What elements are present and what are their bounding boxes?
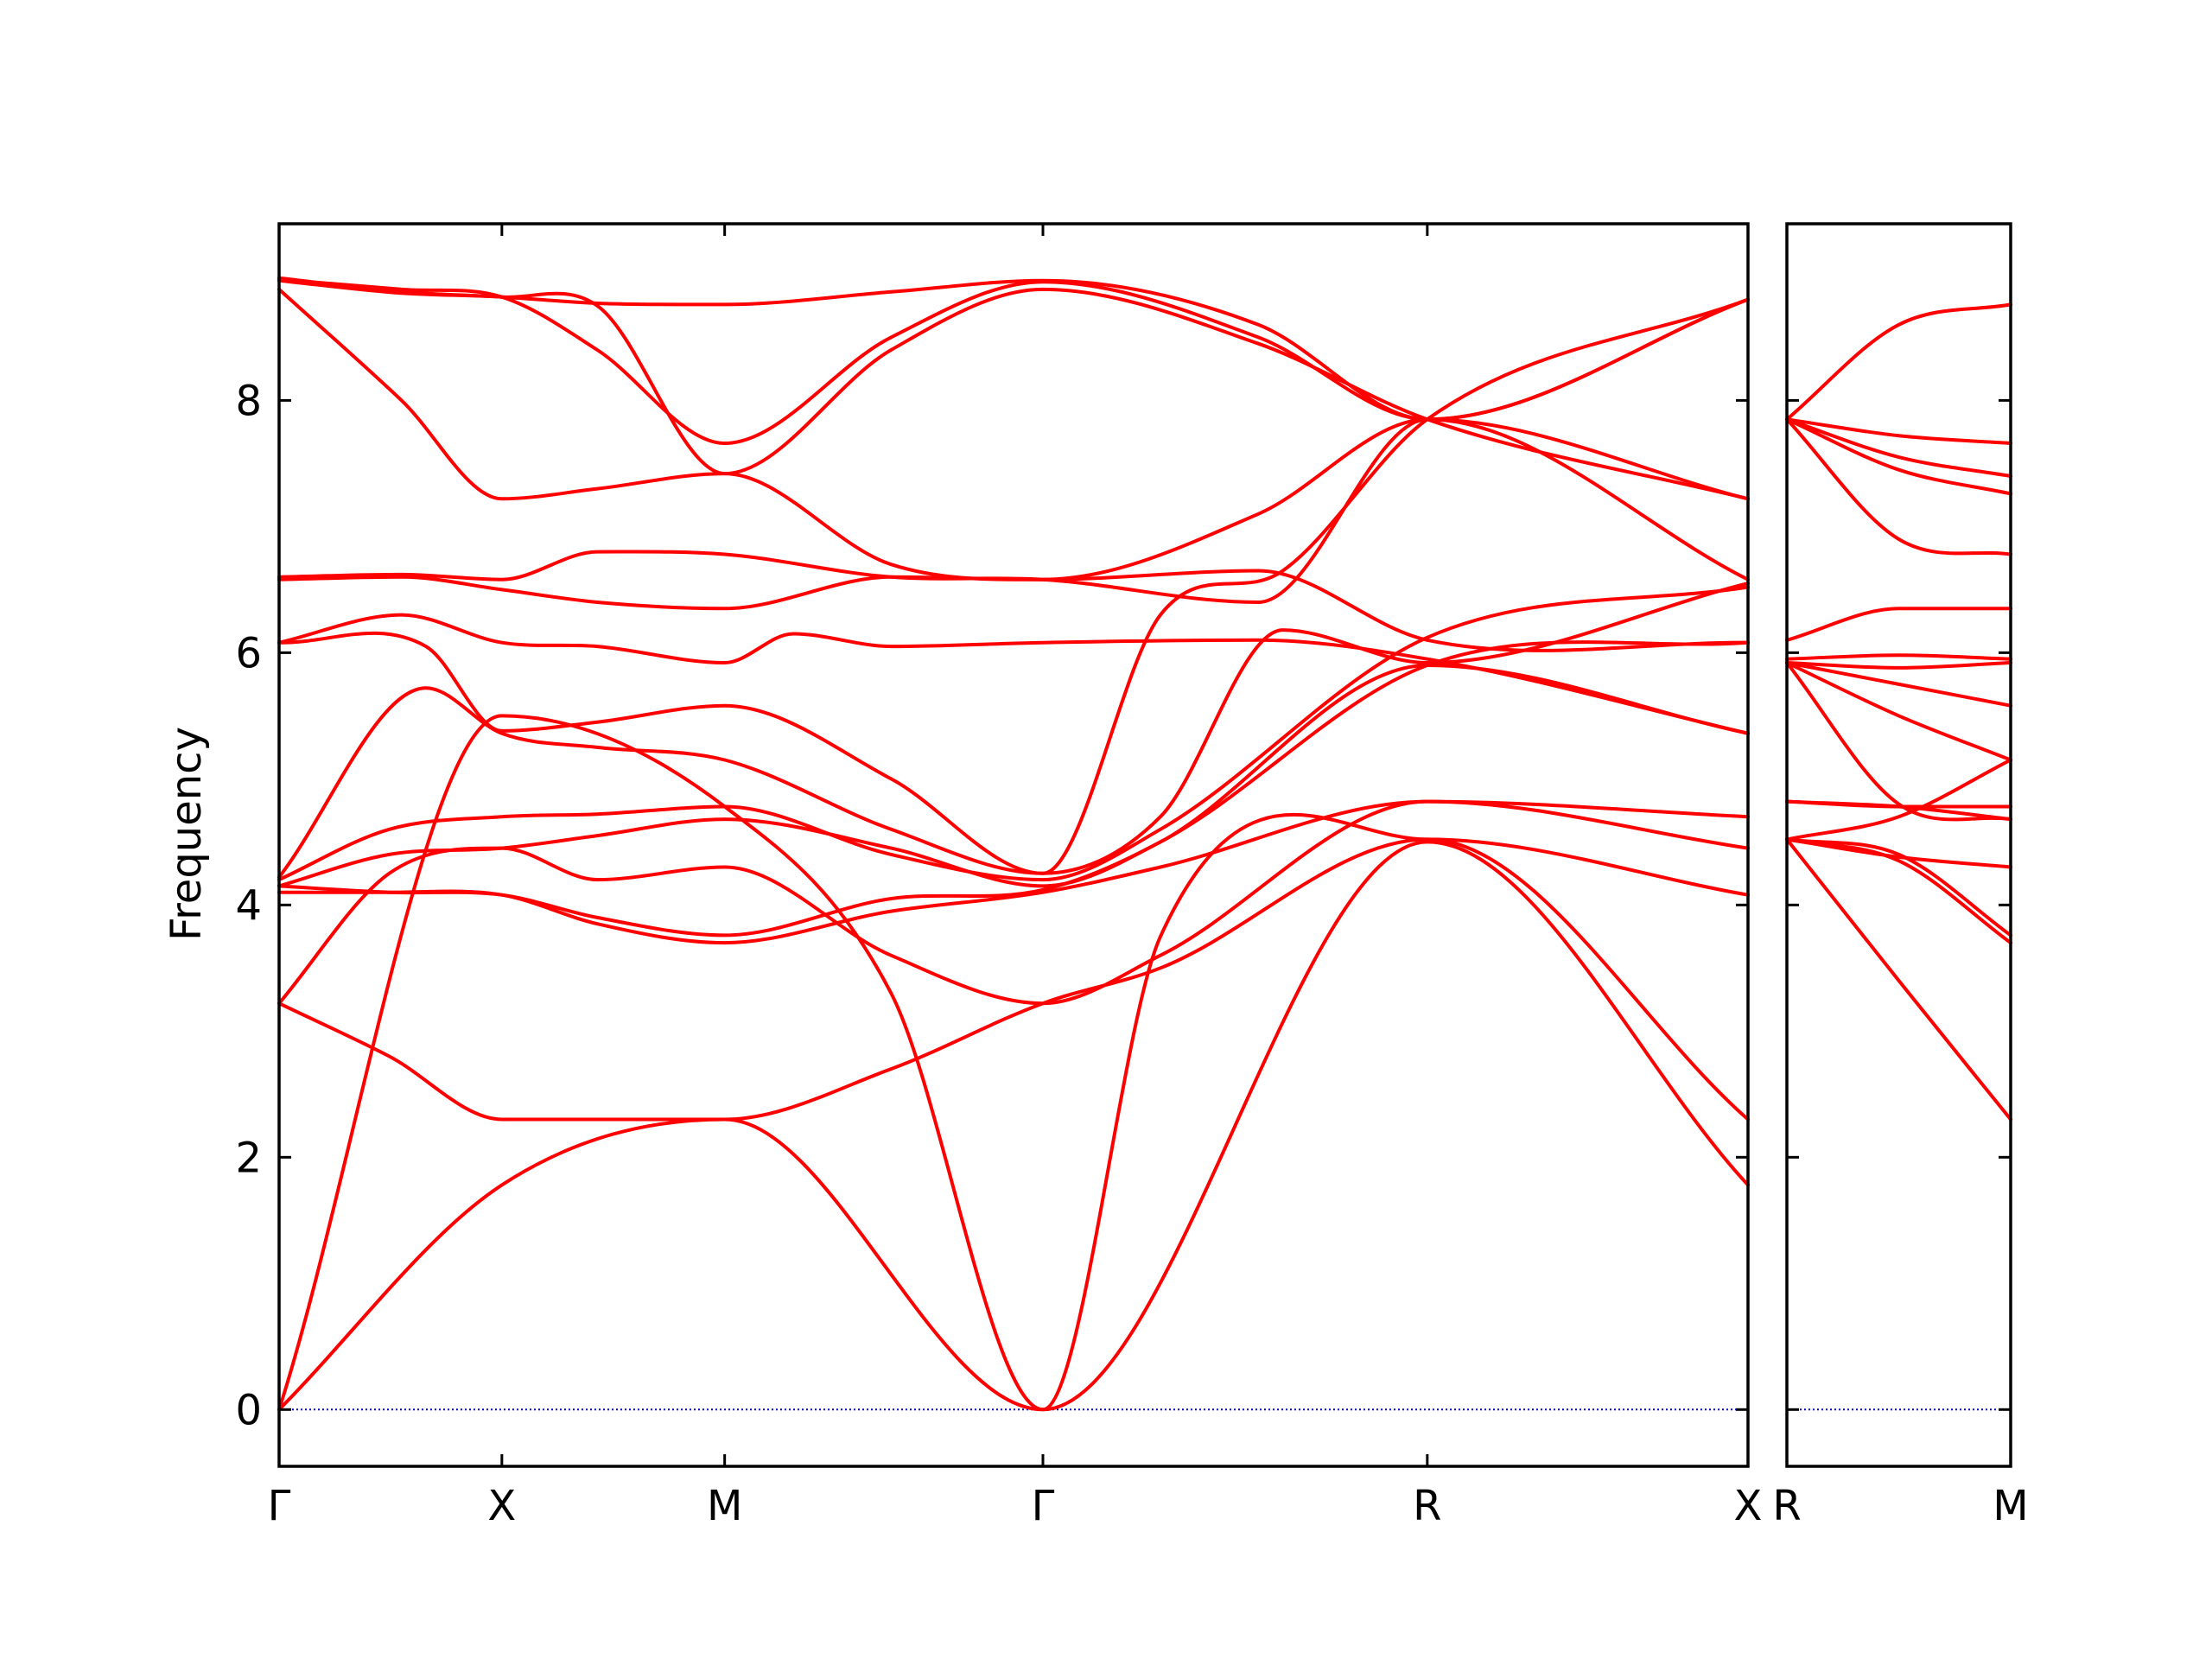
band-line bbox=[1785, 799, 2012, 809]
band-line bbox=[1785, 417, 2012, 556]
band-line bbox=[277, 840, 1750, 1412]
band-line bbox=[1785, 661, 2012, 670]
band-line bbox=[1785, 837, 2012, 869]
band-line bbox=[277, 276, 1750, 422]
y-tick-label: 4 bbox=[235, 881, 262, 930]
band-line bbox=[277, 837, 1750, 1122]
x-tick-label: Γ bbox=[1032, 1482, 1055, 1530]
y-tick-label: 0 bbox=[235, 1386, 262, 1434]
band-line bbox=[277, 278, 1750, 501]
y-tick-label: 8 bbox=[235, 377, 262, 425]
y-tick-label: 2 bbox=[235, 1134, 262, 1182]
band-line bbox=[277, 585, 1750, 882]
band-line bbox=[1785, 417, 2012, 445]
band-line bbox=[277, 569, 1750, 652]
x-tick-label: R bbox=[1413, 1482, 1441, 1530]
band-line bbox=[1785, 837, 2012, 1122]
band-line bbox=[1785, 661, 2012, 708]
band-line bbox=[277, 640, 1750, 888]
plot-frame bbox=[1785, 222, 2012, 1468]
x-tick-label: X bbox=[1734, 1482, 1763, 1530]
band-line bbox=[277, 277, 1750, 445]
plot-frame bbox=[277, 222, 1750, 1468]
x-tick-label: R bbox=[1772, 1482, 1801, 1530]
band-line bbox=[1785, 837, 2012, 938]
band-line bbox=[1785, 661, 2012, 822]
band-line bbox=[277, 664, 1750, 938]
y-axis-label: Frequency bbox=[162, 727, 211, 941]
x-tick-label: X bbox=[487, 1482, 516, 1530]
band-line bbox=[277, 417, 1750, 604]
band-line bbox=[1785, 417, 2012, 478]
x-tick-label: M bbox=[707, 1482, 742, 1530]
band-line bbox=[277, 714, 1750, 1412]
band-line bbox=[1785, 758, 2012, 842]
band-line bbox=[1785, 607, 2012, 642]
main-panel: Γ X M Γ R X 0 2 4 6 8 bbox=[235, 222, 1763, 1530]
band-line bbox=[277, 582, 1750, 880]
band-line bbox=[277, 613, 1750, 735]
band-line bbox=[1785, 417, 2012, 496]
band-line bbox=[1785, 653, 2012, 661]
band-line bbox=[1785, 661, 2012, 762]
band-line bbox=[1785, 302, 2012, 422]
band-line bbox=[277, 297, 1750, 875]
band-line bbox=[277, 287, 1750, 582]
x-tick-label: Γ bbox=[268, 1482, 291, 1530]
band-line bbox=[277, 799, 1750, 1006]
y-tick-label: 6 bbox=[235, 629, 262, 677]
x-tick-label: M bbox=[1993, 1482, 2028, 1530]
